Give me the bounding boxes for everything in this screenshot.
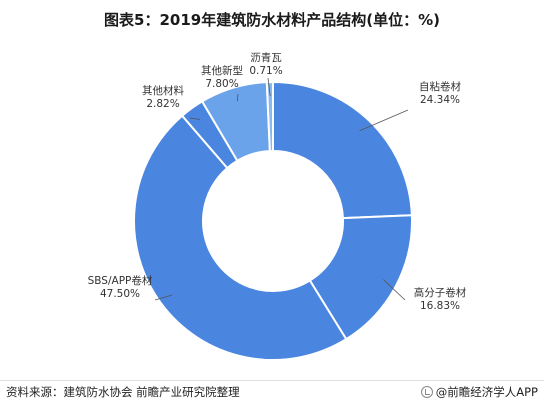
slice-label-4: 其他新型 — [201, 64, 243, 77]
slice-value-2: 47.50% — [100, 288, 140, 300]
slice-label-0: 自粘卷材 — [419, 80, 461, 93]
donut-slices — [133, 80, 413, 361]
slice-label-3: 其他材料 — [142, 84, 184, 97]
footer: 资料来源：建筑防水协会 前瞻产业研究院整理 @前瞻经济学人APP — [0, 380, 544, 406]
brand-text: @前瞻经济学人APP — [435, 385, 538, 399]
leader-line-4 — [236, 93, 239, 102]
brand-logo-icon — [420, 386, 433, 398]
slice-0 — [272, 80, 413, 220]
slice-value-1: 16.83% — [420, 300, 460, 312]
source-note: 资料来源：建筑防水协会 前瞻产业研究院整理 — [6, 385, 240, 399]
slice-value-4: 7.80% — [205, 78, 238, 90]
slice-value-3: 2.82% — [146, 98, 179, 110]
leader-line-3 — [189, 117, 201, 120]
leader-line-2 — [154, 294, 173, 301]
slice-label-1: 高分子卷材 — [414, 286, 467, 299]
slice-label-5: 沥青瓦 — [250, 51, 282, 64]
slice-2 — [133, 114, 348, 361]
leader-line-0 — [359, 109, 409, 132]
leader-line-5 — [267, 77, 271, 97]
leader-lines — [154, 77, 409, 301]
leader-line-1 — [383, 279, 406, 301]
chart-title: 图表5：2019年建筑防水材料产品结构(单位：%) — [104, 11, 440, 29]
slice-label-2: SBS/APP卷材 — [88, 274, 153, 287]
slice-value-0: 24.34% — [420, 94, 460, 106]
brand-credit: @前瞻经济学人APP — [420, 384, 538, 400]
slice-value-5: 0.71% — [249, 65, 282, 77]
